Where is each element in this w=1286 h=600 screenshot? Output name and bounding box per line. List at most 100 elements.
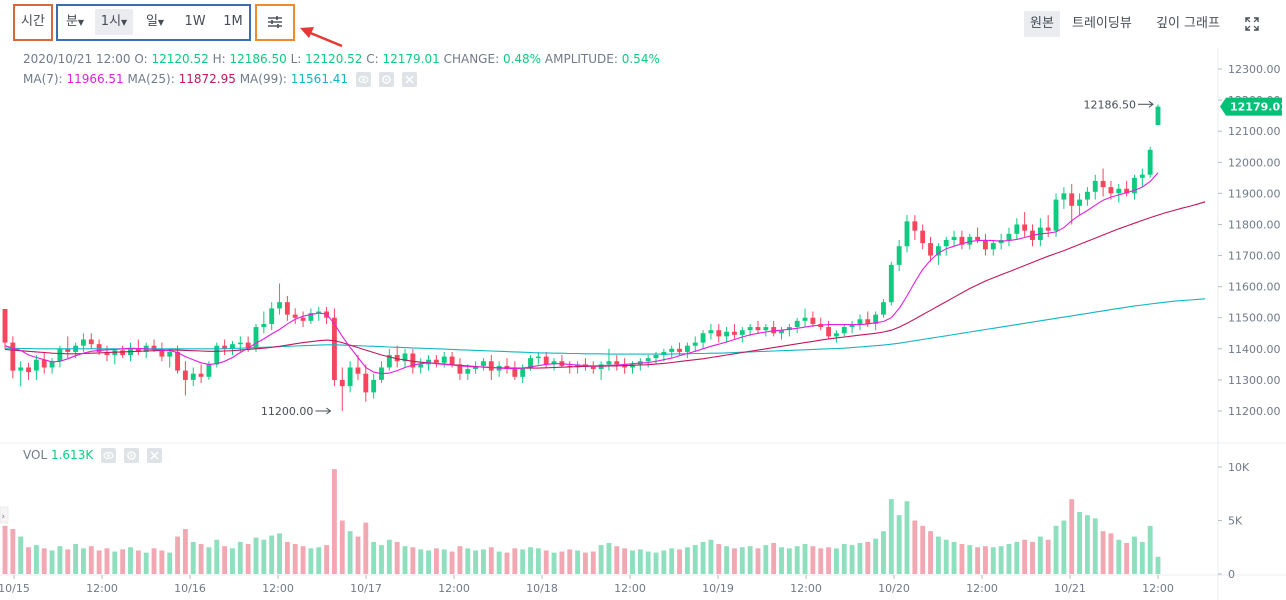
candle-body (96, 344, 102, 352)
volume-bar (73, 544, 79, 574)
candle-body (245, 342, 251, 349)
ma99-value: 11561.41 (290, 72, 349, 86)
tab-tradingview[interactable]: 트레이딩뷰 (1072, 16, 1132, 31)
volume-bar (128, 547, 133, 574)
volume-bar (57, 546, 63, 574)
volume-bar (410, 547, 416, 574)
day-dropdown[interactable]: 일▼ (140, 9, 170, 35)
candle-body (488, 361, 494, 371)
volume-bar (630, 550, 635, 574)
candle-body (253, 327, 259, 349)
candle-body (896, 246, 902, 265)
volume-bar (159, 550, 165, 574)
candle-body (57, 348, 63, 362)
volume-bar (347, 531, 353, 574)
tab-depth[interactable]: 깊이 그래프 (1156, 16, 1220, 31)
volume-bar (198, 544, 204, 574)
low-marker-label: 11200.00 (261, 405, 314, 418)
volume-bar (2, 525, 8, 574)
candle-body (630, 364, 635, 368)
candle-body (606, 361, 612, 365)
month-button[interactable]: 1M (223, 14, 243, 29)
volume-bar (535, 548, 541, 574)
volume-bar (967, 545, 973, 574)
indicator-settings-button[interactable] (260, 9, 290, 35)
week-button[interactable]: 1W (184, 14, 206, 29)
volume-bar (692, 545, 698, 574)
volume-bar (755, 548, 761, 574)
volume-bar (739, 547, 745, 574)
time-button-box (13, 4, 53, 41)
candle-body (214, 345, 220, 365)
time-button[interactable]: 시간 (21, 14, 45, 29)
candle-body (261, 323, 267, 328)
eye-icon[interactable] (355, 72, 371, 87)
minute-dropdown[interactable]: 분▼ (60, 9, 90, 35)
ma25-label: MA(25): (127, 72, 175, 86)
vol-settings-icon[interactable] (123, 448, 139, 463)
hour-dropdown[interactable]: 1시▼ (95, 9, 133, 35)
time-tick-label: 10/20 (878, 582, 910, 595)
price-chart[interactable]: 12300.0012200.0012100.0012000.0011900.00… (0, 48, 1286, 600)
volume-bar (779, 547, 784, 574)
candle-body (645, 358, 651, 362)
vol-eye-icon[interactable] (101, 448, 117, 463)
candle-body (65, 348, 71, 352)
candle-body (763, 327, 769, 331)
change-label: CHANGE: (443, 52, 500, 66)
candle-body (135, 348, 141, 352)
time-tick-label: 10/21 (1054, 582, 1086, 595)
volume-bar (167, 552, 173, 574)
current-price-tag (1220, 97, 1282, 116)
volume-bar (65, 549, 71, 574)
candle-body (669, 348, 675, 352)
panel-toggle (0, 506, 9, 524)
settings-icon[interactable] (378, 72, 394, 87)
time-tick-label: 10/19 (702, 582, 734, 595)
volume-bar (1077, 511, 1082, 574)
candle-body (943, 240, 949, 247)
candle-body (316, 311, 322, 314)
time-tick-label: 12:00 (614, 582, 646, 595)
candle-body (535, 356, 541, 359)
volume-bar (237, 541, 243, 574)
fullscreen-icon[interactable] (1245, 17, 1259, 31)
volume-bar (104, 548, 110, 574)
volume-tick-label: 0 (1228, 568, 1235, 581)
price-tick-label: 11800.00 (1228, 218, 1281, 231)
candle-body (1014, 224, 1020, 234)
candle-body (1100, 180, 1106, 188)
candle-body (724, 331, 730, 337)
candle-body (120, 350, 126, 356)
candle-body (1022, 224, 1028, 231)
volume-bar (182, 529, 188, 574)
amplitude-value: 0.54% (621, 52, 660, 66)
candle-body (441, 356, 447, 363)
candle-body (692, 342, 698, 346)
volume-bar (826, 547, 832, 574)
vol-close-icon[interactable] (146, 448, 162, 463)
volume-bar (112, 551, 118, 574)
candle-body (347, 367, 353, 387)
tab-original[interactable]: 원본 (1024, 11, 1060, 37)
red-arrow-annotation (300, 27, 343, 48)
candle-body (41, 359, 47, 368)
volume-bar (1069, 499, 1075, 574)
candle-body (920, 230, 926, 244)
volume-bar (206, 547, 212, 574)
volume-bar (308, 548, 314, 574)
volume-bar (990, 547, 996, 574)
time-tick-label: 12:00 (966, 582, 998, 595)
candle-body (1124, 188, 1130, 194)
candle-body (473, 365, 479, 370)
candle-body (10, 342, 16, 371)
volume-bar (214, 539, 220, 574)
volume-bar (606, 542, 612, 574)
change-value: 0.48% (502, 52, 542, 66)
candle-body (779, 330, 784, 334)
candle-body (1069, 193, 1075, 206)
close-icon[interactable] (401, 72, 417, 87)
candle-body (935, 246, 941, 256)
volume-bar (449, 551, 455, 574)
candle-body (1155, 106, 1161, 125)
